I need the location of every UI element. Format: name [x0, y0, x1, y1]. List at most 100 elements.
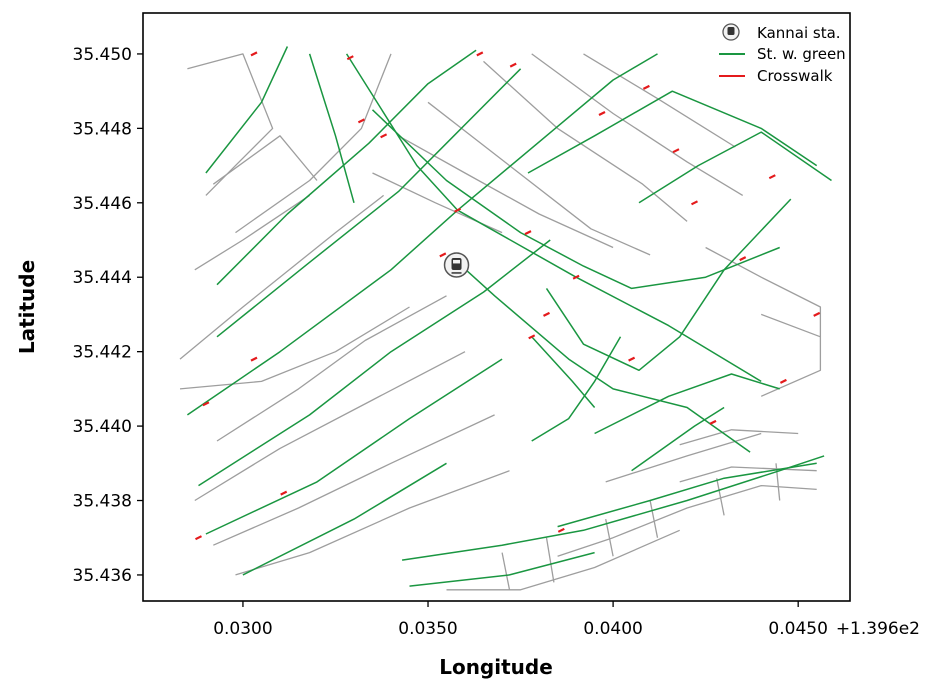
y-tick-label: 35.438	[73, 492, 132, 512]
x-axis-ticks: 0.0300 0.0350 0.0400 0.0450	[213, 601, 828, 639]
street-segment	[212, 135, 318, 185]
street-segment	[760, 313, 821, 338]
crosswalk-markers	[195, 51, 821, 541]
legend-item-station: Kannai sta.	[722, 23, 841, 42]
y-tick-label: 35.446	[73, 194, 132, 214]
legend-label-green-street: St. w. green	[757, 45, 846, 63]
street-segment	[679, 429, 799, 446]
y-tick-label: 35.444	[73, 268, 132, 288]
green-street-segment	[186, 53, 658, 416]
crosswalk-mark	[557, 527, 565, 533]
street-segment	[398, 135, 614, 249]
street-segment	[213, 414, 495, 546]
green-street-segment	[242, 462, 447, 576]
crosswalk-mark	[628, 356, 636, 362]
crosswalk-mark	[280, 490, 288, 496]
x-tick-label: 0.0300	[213, 619, 272, 639]
x-tick-label: 0.0450	[768, 619, 827, 639]
green-street-segment	[205, 358, 503, 535]
crosswalk-mark	[524, 230, 532, 236]
crosswalk-mark	[202, 401, 210, 407]
crosswalk-mark	[709, 419, 717, 425]
crosswalk-mark	[543, 311, 550, 317]
green-street-segment	[638, 131, 832, 204]
green-street-segment	[531, 336, 622, 442]
train-window-icon	[453, 259, 461, 264]
y-tick-label: 35.448	[73, 119, 132, 139]
street-segment	[583, 53, 736, 148]
street-segment	[705, 246, 822, 397]
crosswalk-mark	[357, 118, 365, 124]
station-marker	[443, 252, 470, 278]
crosswalk-mark	[380, 133, 388, 139]
legend-label-station: Kannai sta.	[757, 24, 841, 42]
green-street-segment	[308, 53, 355, 203]
green-street-segment	[557, 462, 817, 528]
green-street-segment	[457, 261, 751, 453]
crosswalk-mark	[598, 111, 606, 116]
legend-label-crosswalk: Crosswalk	[757, 67, 833, 85]
crosswalk-mark	[813, 311, 821, 317]
street-segment	[679, 466, 817, 483]
crosswalk-mark	[691, 200, 698, 206]
crosswalk-mark	[768, 174, 776, 180]
green-street-segment	[216, 68, 522, 338]
green-street-segment	[371, 109, 780, 290]
street-segment	[194, 194, 310, 271]
crosswalk-mark	[439, 252, 447, 258]
green-street-segment	[594, 373, 780, 435]
x-axis-label: Longitude	[439, 655, 553, 679]
street-segment	[531, 53, 744, 196]
green-street-network	[186, 46, 832, 587]
green-street-segment	[409, 551, 595, 587]
street-segment	[501, 552, 511, 590]
street-segment	[235, 53, 392, 234]
street-segment	[605, 518, 614, 557]
street-segment	[427, 101, 651, 256]
crosswalk-mark	[346, 55, 354, 61]
crosswalk-mark	[642, 84, 650, 90]
street-segment	[216, 295, 447, 442]
crosswalk-mark	[476, 51, 484, 57]
map-plot-area	[179, 46, 832, 591]
street-segment	[545, 537, 555, 583]
x-offset-label: +1.396e2	[836, 619, 920, 639]
street-segment	[649, 500, 659, 538]
green-street-segment	[205, 46, 289, 174]
legend-item-green-street: St. w. green	[719, 45, 846, 63]
street-segment	[483, 60, 688, 222]
crosswalk-mark	[195, 535, 202, 541]
train-body-icon	[451, 257, 462, 270]
street-segment	[557, 484, 817, 557]
street-segment	[605, 432, 762, 483]
green-street-segment	[216, 49, 477, 286]
street-segment	[446, 529, 680, 591]
crosswalk-mark	[572, 274, 580, 280]
y-axis-label: Latitude	[15, 260, 39, 354]
y-tick-label: 35.440	[73, 417, 132, 437]
crosswalk-mark	[672, 148, 680, 154]
green-street-segment	[198, 239, 551, 487]
train-body-icon	[727, 27, 735, 35]
green-street-segment	[545, 198, 792, 372]
green-street-segment	[531, 336, 596, 408]
crosswalk-mark	[779, 378, 787, 384]
street-segment	[235, 470, 510, 576]
green-street-segment	[631, 406, 725, 472]
x-tick-label: 0.0350	[398, 619, 457, 639]
green-street-segment	[401, 455, 825, 561]
street-segment	[179, 306, 410, 390]
legend: Kannai sta. St. w. green Crosswalk	[719, 23, 846, 85]
green-street-segment	[527, 90, 818, 174]
y-axis-ticks: 35.436 35.438 35.440 35.442 35.444 35.446 35.4…	[73, 45, 143, 586]
y-tick-label: 35.450	[73, 45, 132, 65]
crosswalk-mark	[528, 334, 536, 340]
y-tick-label: 35.442	[73, 343, 132, 363]
crosswalk-mark	[250, 356, 258, 362]
legend-item-crosswalk: Crosswalk	[719, 67, 833, 85]
crosswalk-mark	[509, 62, 517, 68]
x-tick-label: 0.0400	[583, 619, 642, 639]
gray-street-network	[179, 53, 822, 591]
crosswalk-mark	[739, 256, 747, 262]
